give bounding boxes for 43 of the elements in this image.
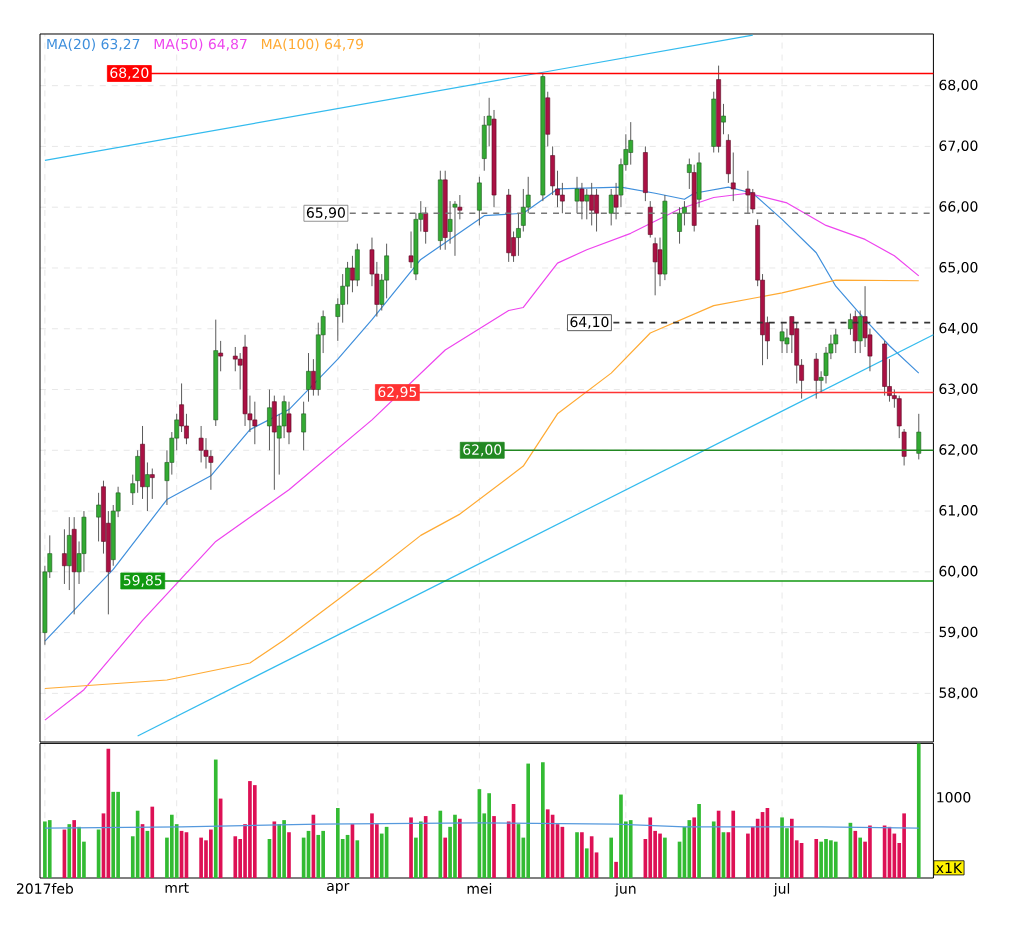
candlestick bbox=[833, 328, 839, 354]
candlestick bbox=[354, 243, 360, 287]
candlestick bbox=[423, 206, 429, 245]
candlestick bbox=[311, 358, 316, 397]
candlestick bbox=[301, 401, 306, 451]
candlestick bbox=[71, 516, 77, 615]
candlestick bbox=[594, 188, 599, 232]
candlestick bbox=[145, 461, 150, 512]
candlestick bbox=[286, 401, 292, 445]
candlestick bbox=[62, 528, 67, 585]
candlestick bbox=[350, 255, 355, 293]
candlestick bbox=[848, 313, 853, 336]
candlestick bbox=[584, 188, 590, 220]
candlestick bbox=[745, 170, 751, 214]
candlestick bbox=[477, 176, 482, 226]
candlestick bbox=[306, 352, 311, 403]
candlestick bbox=[198, 425, 204, 463]
candlestick bbox=[574, 176, 580, 214]
candlestick bbox=[452, 200, 458, 257]
candlestick bbox=[721, 103, 726, 135]
candlestick bbox=[916, 413, 922, 460]
candlestick bbox=[652, 237, 658, 296]
candlestick bbox=[813, 352, 819, 400]
candlestick bbox=[96, 492, 101, 542]
candlestick bbox=[677, 206, 682, 245]
candlestick bbox=[579, 182, 585, 220]
candlestick bbox=[267, 389, 272, 451]
candlestick bbox=[882, 340, 887, 397]
candlestick bbox=[628, 121, 634, 166]
candlestick bbox=[784, 328, 790, 354]
line-series bbox=[44, 279, 920, 690]
candlestick bbox=[408, 231, 414, 269]
candlestick bbox=[218, 340, 223, 372]
candlestick bbox=[608, 188, 614, 226]
candlestick bbox=[252, 401, 258, 445]
candlestick bbox=[711, 91, 717, 153]
candlestick bbox=[149, 468, 155, 500]
candlestick bbox=[545, 91, 551, 147]
candlestick bbox=[647, 200, 653, 239]
candlestick bbox=[271, 395, 277, 491]
candlestick bbox=[589, 182, 595, 226]
candlestick bbox=[779, 322, 785, 354]
candlestick bbox=[643, 145, 648, 202]
